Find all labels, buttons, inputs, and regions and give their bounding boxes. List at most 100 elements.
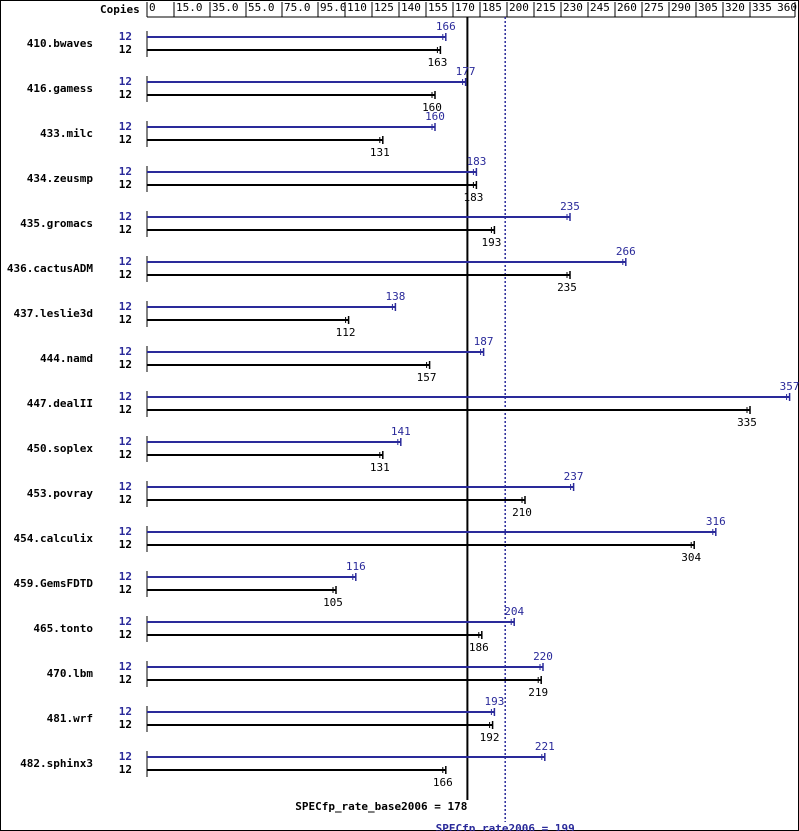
- value-label: 160: [425, 110, 445, 123]
- value-label: 204: [504, 605, 524, 618]
- benchmark-label: 454.calculix: [14, 532, 94, 545]
- value-label: 235: [560, 200, 580, 213]
- value-label: 163: [427, 56, 447, 69]
- copies-label: 12: [119, 448, 132, 461]
- benchmark-label: 416.gamess: [27, 82, 93, 95]
- x-tick-label: 230: [563, 1, 583, 14]
- benchmark-label: 470.lbm: [47, 667, 94, 680]
- value-label: 116: [346, 560, 366, 573]
- x-tick-label: 35.0: [212, 1, 239, 14]
- x-tick-label: 110: [347, 1, 367, 14]
- benchmark-label: 450.soplex: [27, 442, 94, 455]
- x-tick-label: 185: [482, 1, 502, 14]
- value-label: 220: [533, 650, 553, 663]
- value-label: 193: [481, 236, 501, 249]
- x-tick-label: 170: [455, 1, 475, 14]
- copies-label: 12: [119, 75, 132, 88]
- x-tick-label: 245: [590, 1, 610, 14]
- x-tick-label: 55.0: [248, 1, 275, 14]
- reference-label: SPECfp_rate2006 = 199: [436, 822, 575, 831]
- copies-label: 12: [119, 178, 132, 191]
- benchmark-label: 433.milc: [40, 127, 93, 140]
- x-tick-label: 15.0: [176, 1, 203, 14]
- value-label: 357: [780, 380, 799, 393]
- x-tick-label: 140: [401, 1, 421, 14]
- copies-label: 12: [119, 345, 132, 358]
- value-label: 157: [417, 371, 437, 384]
- value-label: 187: [474, 335, 494, 348]
- copies-label: 12: [119, 763, 132, 776]
- value-label: 166: [436, 20, 456, 33]
- benchmark-label: 434.zeusmp: [27, 172, 94, 185]
- copies-label: 12: [119, 120, 132, 133]
- value-label: 192: [480, 731, 500, 744]
- value-label: 112: [336, 326, 356, 339]
- benchmark-label: 435.gromacs: [20, 217, 93, 230]
- copies-label: 12: [119, 435, 132, 448]
- value-label: 177: [456, 65, 476, 78]
- benchmark-label: 436.cactusADM: [7, 262, 93, 275]
- x-tick-label: 290: [671, 1, 691, 14]
- value-label: 237: [564, 470, 584, 483]
- x-tick-label: 335: [752, 1, 772, 14]
- value-label: 335: [737, 416, 757, 429]
- value-label: 210: [512, 506, 532, 519]
- benchmark-label: 410.bwaves: [27, 37, 93, 50]
- copies-label: 12: [119, 133, 132, 146]
- value-label: 266: [616, 245, 636, 258]
- x-tick-label: 75.0: [284, 1, 311, 14]
- value-label: 131: [370, 146, 390, 159]
- value-label: 138: [385, 290, 405, 303]
- copies-label: 12: [119, 268, 132, 281]
- x-tick-label: 125: [374, 1, 394, 14]
- copies-label: 12: [119, 525, 132, 538]
- value-label: 186: [469, 641, 489, 654]
- benchmark-label: 482.sphinx3: [20, 757, 93, 770]
- benchmark-label: 447.dealII: [27, 397, 93, 410]
- copies-label: 12: [119, 615, 132, 628]
- x-tick-label: 0: [149, 1, 156, 14]
- copies-label: 12: [119, 538, 132, 551]
- copies-label: 12: [119, 255, 132, 268]
- value-label: 141: [391, 425, 411, 438]
- value-label: 221: [535, 740, 555, 753]
- x-tick-label: 215: [536, 1, 556, 14]
- copies-label: 12: [119, 358, 132, 371]
- copies-label: 12: [119, 493, 132, 506]
- reference-label: SPECfp_rate_base2006 = 178: [295, 800, 467, 813]
- benchmark-label: 453.povray: [27, 487, 94, 500]
- copies-label: 12: [119, 660, 132, 673]
- copies-label: 12: [119, 43, 132, 56]
- x-tick-label: 95.0: [320, 1, 347, 14]
- copies-label: 12: [119, 210, 132, 223]
- x-tick-label: 360: [777, 1, 797, 14]
- copies-label: 12: [119, 313, 132, 326]
- copies-label: 12: [119, 673, 132, 686]
- x-tick-label: 260: [617, 1, 637, 14]
- copies-header: Copies: [100, 3, 140, 16]
- value-label: 235: [557, 281, 577, 294]
- benchmark-label: 465.tonto: [33, 622, 93, 635]
- copies-label: 12: [119, 403, 132, 416]
- value-label: 105: [323, 596, 343, 609]
- copies-label: 12: [119, 628, 132, 641]
- benchmark-label: 459.GemsFDTD: [14, 577, 94, 590]
- copies-label: 12: [119, 30, 132, 43]
- copies-label: 12: [119, 583, 132, 596]
- benchmark-label: 481.wrf: [47, 712, 93, 725]
- copies-label: 12: [119, 480, 132, 493]
- value-label: 183: [463, 191, 483, 204]
- x-tick-label: 320: [725, 1, 745, 14]
- benchmark-label: 437.leslie3d: [14, 307, 93, 320]
- x-tick-label: 200: [509, 1, 529, 14]
- copies-label: 12: [119, 300, 132, 313]
- value-label: 304: [681, 551, 701, 564]
- copies-label: 12: [119, 718, 132, 731]
- value-label: 183: [466, 155, 486, 168]
- copies-label: 12: [119, 165, 132, 178]
- copies-label: 12: [119, 223, 132, 236]
- x-tick-label: 275: [644, 1, 664, 14]
- value-label: 193: [484, 695, 504, 708]
